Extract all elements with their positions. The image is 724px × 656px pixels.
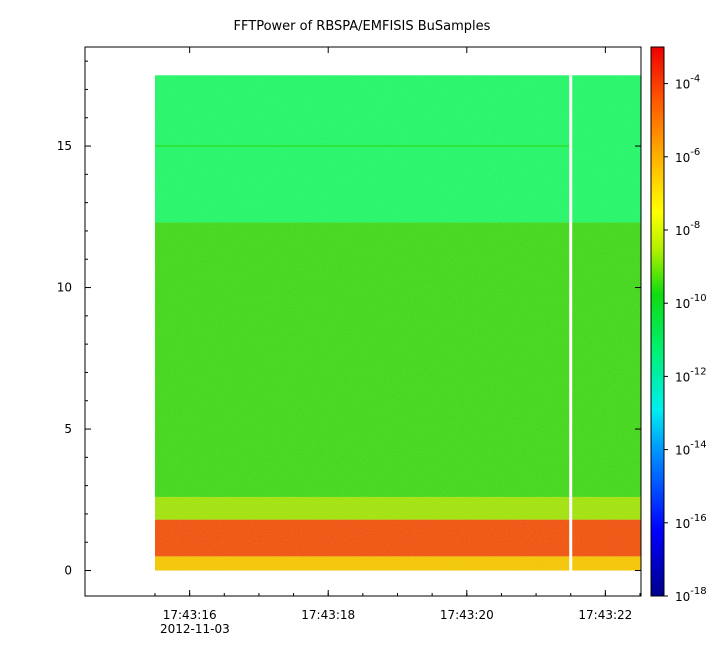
x-axis: 17:43:16 17:43:18 17:43:20 17:43:22 (154, 47, 641, 622)
colorbar-tick-label: 10-4 (675, 74, 700, 92)
colorbar-tick-label: 10-18 (675, 586, 707, 604)
y-axis: 0 5 10 15 (57, 60, 641, 578)
spectrogram-texture (155, 75, 641, 571)
colorbar-tick-label: 10-16 (675, 513, 707, 531)
colorbar-tick-label: 10-12 (675, 366, 707, 384)
colorbar-tick-label: 10-10 (675, 293, 707, 311)
data-gap (569, 75, 573, 571)
colorbar: 10-18 10-16 10-14 10-12 10-10 10-8 10-6 10-4 (650, 46, 707, 604)
x-tick-label: 17:43:22 (578, 608, 632, 622)
x-tick-label: 17:43:18 (301, 608, 355, 622)
y-tick-label: 10 (57, 281, 72, 295)
y-tick-label: 0 (64, 564, 72, 578)
plot-area (155, 75, 641, 571)
y-tick-label: 15 (57, 139, 72, 153)
colorbar-gradient (650, 46, 665, 597)
colorbar-tick-label: 10-6 (675, 147, 700, 165)
colorbar-tick-label: 10-8 (675, 220, 700, 238)
y-tick-label: 5 (64, 422, 72, 436)
x-tick-label: 17:43:20 (440, 608, 494, 622)
colorbar-tick-label: 10-14 (675, 440, 707, 458)
x-tick-label: 17:43:16 (163, 608, 217, 622)
chart-title: FFTPower of RBSPA/EMFISIS BuSamples (234, 19, 491, 34)
x-date-label: 2012-11-03 (160, 622, 230, 636)
